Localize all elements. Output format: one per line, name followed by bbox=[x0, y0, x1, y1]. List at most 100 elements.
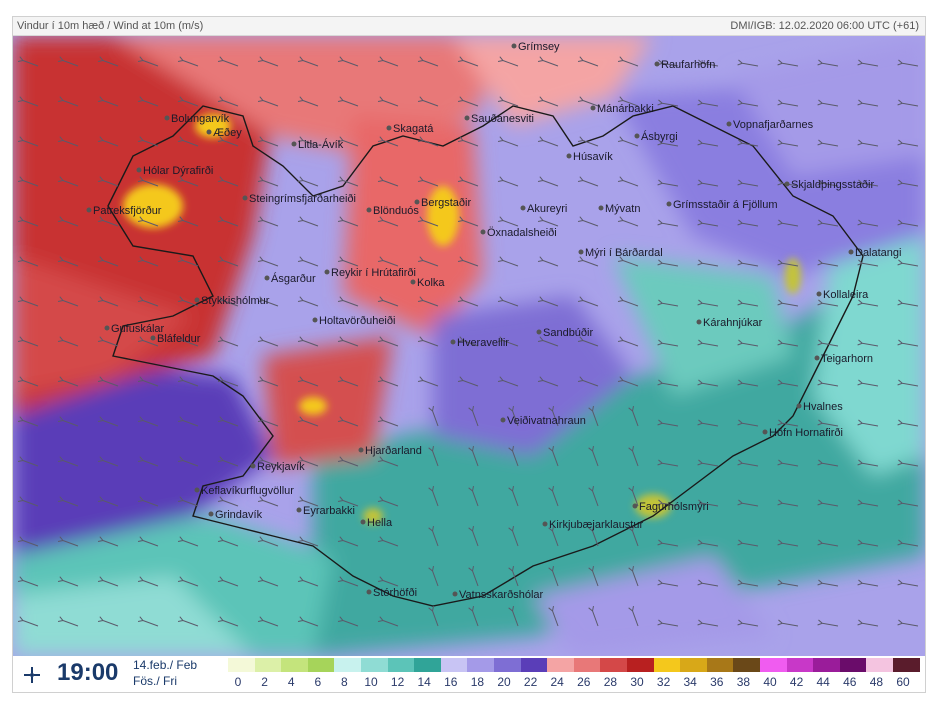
place-marker[interactable] bbox=[480, 229, 486, 235]
wind-arrow bbox=[137, 376, 159, 387]
place-marker[interactable] bbox=[366, 207, 372, 213]
wind-arrow bbox=[737, 219, 759, 227]
place-marker[interactable] bbox=[816, 291, 822, 297]
place-marker[interactable] bbox=[452, 591, 458, 597]
place-marker[interactable] bbox=[848, 249, 854, 255]
wind-arrow bbox=[297, 616, 319, 627]
place-marker[interactable] bbox=[414, 199, 420, 205]
place-marker[interactable] bbox=[762, 429, 768, 435]
place-marker[interactable] bbox=[654, 61, 660, 67]
place-marker[interactable] bbox=[536, 329, 542, 335]
place-marker[interactable] bbox=[410, 279, 416, 285]
place-marker[interactable] bbox=[520, 205, 526, 211]
place-label: Húsavík bbox=[573, 151, 613, 163]
place-marker[interactable] bbox=[696, 319, 702, 325]
place-marker[interactable] bbox=[796, 403, 802, 409]
wind-arrow bbox=[97, 136, 119, 147]
place-label: Kollaleira bbox=[823, 289, 869, 301]
wind-map[interactable]: Grímsey Raufarhöfn Bolungarvík Æðey Litla-Áv… bbox=[13, 36, 925, 656]
legend-label: 26 bbox=[577, 675, 591, 689]
place-marker[interactable] bbox=[511, 43, 517, 49]
wind-arrow bbox=[537, 376, 559, 387]
wind-arrow bbox=[697, 259, 719, 267]
place-label: Öxnadalsheiði bbox=[487, 227, 557, 239]
place-marker[interactable] bbox=[86, 207, 92, 213]
place-marker[interactable] bbox=[291, 141, 297, 147]
place-marker[interactable] bbox=[386, 125, 392, 131]
wind-arrow bbox=[897, 379, 919, 387]
place-marker[interactable] bbox=[726, 121, 732, 127]
wind-arrow bbox=[17, 536, 39, 547]
place-marker[interactable] bbox=[242, 195, 248, 201]
wind-arrow bbox=[137, 336, 159, 347]
place-label: Raufarhöfn bbox=[661, 59, 715, 71]
place-marker[interactable] bbox=[358, 447, 364, 453]
place-marker[interactable] bbox=[450, 339, 456, 345]
wind-arrow bbox=[497, 256, 519, 267]
color-legend: 0 2 4 6 8 10 12 14 16 18 20 22 24 26 28 30 32 34 36 38 40 42 4… bbox=[228, 658, 925, 692]
place-marker[interactable] bbox=[194, 487, 200, 493]
place-marker[interactable] bbox=[632, 503, 638, 509]
wind-arrow bbox=[857, 99, 879, 107]
wind-arrow bbox=[337, 136, 359, 147]
place-marker[interactable] bbox=[296, 507, 302, 513]
wind-arrow bbox=[657, 339, 679, 347]
place-marker[interactable] bbox=[264, 275, 270, 281]
place-marker[interactable] bbox=[598, 205, 604, 211]
wind-arrow bbox=[337, 336, 359, 347]
place-label: Æðey bbox=[213, 127, 242, 139]
wind-arrow bbox=[508, 405, 519, 427]
iceland-coastline bbox=[107, 105, 864, 607]
wind-arrow bbox=[777, 499, 799, 507]
legend-label: 0 bbox=[234, 675, 242, 689]
place-marker[interactable] bbox=[366, 589, 372, 595]
place-marker[interactable] bbox=[566, 153, 572, 159]
place-marker[interactable] bbox=[784, 181, 790, 187]
place-marker[interactable] bbox=[250, 463, 256, 469]
wind-arrow bbox=[457, 336, 479, 347]
wind-arrow bbox=[497, 376, 519, 387]
place-label: Steingrímsfjarðarheiði bbox=[249, 193, 356, 205]
place-marker[interactable] bbox=[542, 521, 548, 527]
place-marker[interactable] bbox=[312, 317, 318, 323]
legend-label: 20 bbox=[497, 675, 511, 689]
place-marker[interactable] bbox=[360, 519, 366, 525]
place-label: Vopnafjarðarnes bbox=[733, 119, 814, 131]
wind-arrow bbox=[817, 499, 839, 507]
wind-arrow bbox=[817, 179, 839, 187]
place-label: Fagurhólsmýri bbox=[639, 501, 709, 513]
wind-arrow bbox=[57, 616, 79, 627]
wind-arrow bbox=[857, 459, 879, 467]
wind-arrow bbox=[508, 445, 519, 467]
place-marker[interactable] bbox=[206, 129, 212, 135]
place-marker[interactable] bbox=[208, 511, 214, 517]
place-marker[interactable] bbox=[464, 115, 470, 121]
place-marker[interactable] bbox=[578, 249, 584, 255]
wind-arrow bbox=[617, 96, 639, 107]
place-marker[interactable] bbox=[814, 355, 820, 361]
wind-arrow bbox=[577, 296, 599, 307]
place-marker[interactable] bbox=[164, 115, 170, 121]
wind-arrow bbox=[257, 56, 279, 67]
place-marker[interactable] bbox=[194, 297, 200, 303]
place-label: Bergstaðir bbox=[421, 197, 471, 209]
legend-label: 36 bbox=[710, 675, 724, 689]
wind-arrow bbox=[697, 579, 719, 587]
place-marker[interactable] bbox=[136, 167, 142, 173]
place-marker[interactable] bbox=[666, 201, 672, 207]
place-marker[interactable] bbox=[150, 335, 156, 341]
legend-swatch bbox=[680, 658, 708, 672]
place-marker[interactable] bbox=[324, 269, 330, 275]
wind-arrow bbox=[857, 579, 879, 587]
wind-arrow bbox=[297, 296, 319, 307]
place-marker[interactable] bbox=[500, 417, 506, 423]
place-marker[interactable] bbox=[634, 133, 640, 139]
wind-arrow bbox=[257, 376, 279, 387]
place-label: Skagatá bbox=[393, 123, 434, 135]
wind-arrow bbox=[777, 219, 799, 227]
place-marker[interactable] bbox=[104, 325, 110, 331]
wind-arrow bbox=[337, 56, 359, 67]
place-marker[interactable] bbox=[590, 105, 596, 111]
wind-arrow bbox=[97, 336, 119, 347]
wind-arrow bbox=[737, 419, 759, 427]
